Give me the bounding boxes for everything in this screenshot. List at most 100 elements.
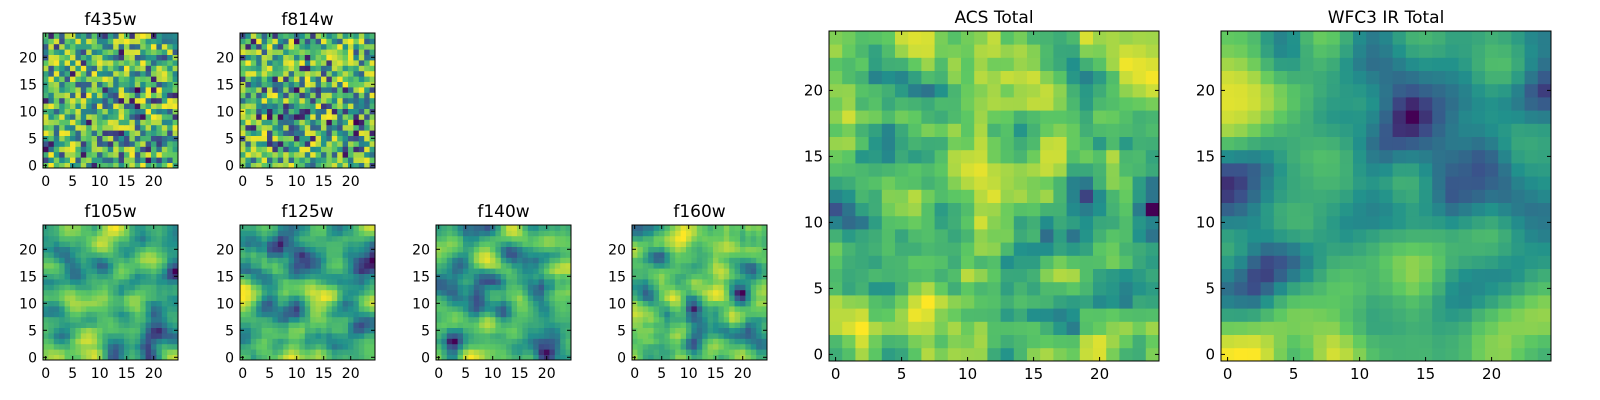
- heatmap-cell: [43, 119, 49, 126]
- heatmap-cell: [868, 97, 883, 111]
- heatmap-cell: [1419, 189, 1433, 203]
- heatmap-cell: [283, 316, 289, 323]
- heatmap-cell: [565, 311, 572, 318]
- heatmap-cell: [452, 230, 458, 237]
- heatmap-cell: [107, 49, 114, 55]
- heatmap-cell: [868, 163, 883, 177]
- heatmap-cell: [315, 70, 322, 77]
- heatmap-cell: [637, 327, 644, 334]
- heatmap-cell: [277, 306, 284, 312]
- heatmap-cell: [761, 306, 768, 312]
- heatmap-cell: [342, 54, 349, 61]
- heatmap-cell: [48, 162, 55, 169]
- heatmap-cell: [1234, 202, 1248, 217]
- heatmap-cell: [161, 130, 168, 136]
- heatmap-cell: [48, 76, 55, 82]
- heatmap-cell: [696, 235, 703, 242]
- heatmap-cell: [240, 157, 246, 163]
- heatmap-cell: [452, 295, 458, 301]
- heatmap-cell: [696, 252, 703, 258]
- heatmap-cell: [342, 230, 349, 237]
- heatmap-cell: [70, 246, 76, 253]
- heatmap-cell: [1079, 215, 1094, 230]
- heatmap-cell: [288, 338, 295, 345]
- heatmap-cell: [261, 141, 268, 147]
- heatmap-cell: [441, 273, 448, 280]
- heatmap-cell: [1093, 57, 1107, 71]
- heatmap-cell: [745, 246, 752, 253]
- heatmap-cell: [511, 289, 518, 296]
- heatmap-cell: [881, 189, 896, 203]
- heatmap-cell: [331, 151, 338, 158]
- heatmap-cell: [326, 300, 333, 307]
- heatmap-cell: [468, 225, 475, 231]
- heatmap-cell: [294, 338, 300, 345]
- heatmap-cell: [277, 60, 284, 66]
- heatmap-cell: [533, 289, 539, 296]
- heatmap-cell: [369, 279, 376, 285]
- heatmap-cell: [86, 38, 92, 45]
- heatmap-cell: [43, 241, 49, 247]
- heatmap-cell: [358, 289, 365, 296]
- heatmap-cell: [250, 49, 257, 55]
- heatmap-cell: [102, 124, 109, 131]
- heatmap-cell: [53, 262, 60, 269]
- heatmap-cell: [669, 235, 676, 242]
- heatmap-cell: [1273, 255, 1288, 269]
- heatmap-cell: [974, 110, 988, 124]
- heatmap-cell: [908, 229, 922, 243]
- heatmap-cell: [669, 252, 676, 258]
- heatmap-cell: [457, 225, 464, 231]
- heatmap-cell: [288, 76, 295, 82]
- heatmap-cell: [707, 284, 714, 291]
- heatmap-cell: [86, 306, 92, 312]
- heatmap-cell: [102, 322, 109, 328]
- heatmap-cells: [240, 33, 376, 169]
- heatmap-cell: [653, 284, 660, 291]
- heatmap-cell: [987, 57, 1001, 71]
- heatmap-cell: [107, 273, 114, 280]
- heatmap-cell: [713, 230, 719, 237]
- heatmap-cell: [756, 262, 762, 269]
- x-tick-label: 20: [342, 174, 360, 190]
- heatmap-cell: [272, 54, 279, 61]
- heatmap-cell: [348, 54, 354, 61]
- heatmap-cell: [479, 327, 485, 334]
- heatmap-cell: [337, 316, 343, 323]
- heatmap-cell: [277, 162, 284, 169]
- heatmap-cell: [842, 202, 856, 217]
- heatmap-cell: [544, 306, 550, 312]
- heatmap-cell: [299, 262, 306, 269]
- heatmap-cell: [261, 43, 268, 50]
- heatmap-cell: [348, 235, 354, 242]
- heatmap-cell: [167, 157, 173, 163]
- heatmap-cell: [1313, 229, 1327, 243]
- heatmap-cell: [659, 300, 665, 307]
- heatmap-cell: [113, 273, 119, 280]
- heatmap-cell: [358, 33, 365, 39]
- heatmap-cell: [868, 176, 883, 190]
- heatmap-cell: [151, 146, 157, 153]
- heatmap-cell: [321, 230, 327, 237]
- heatmap-cell: [908, 202, 922, 217]
- heatmap-cell: [479, 338, 485, 345]
- heatmap-cell: [134, 92, 141, 99]
- heatmap-cell: [91, 284, 98, 291]
- heatmap-cell: [118, 262, 125, 269]
- heatmap-cell: [1066, 229, 1081, 243]
- heatmap-cell: [895, 229, 909, 243]
- heatmap-cell: [680, 311, 687, 318]
- heatmap-cell: [102, 92, 109, 99]
- heatmap-cell: [369, 257, 376, 264]
- heatmap-cell: [829, 57, 843, 71]
- heatmap-cell: [1027, 295, 1041, 309]
- heatmap-cell: [1339, 215, 1354, 230]
- heatmap-cell: [1419, 268, 1433, 283]
- heatmap-cell: [86, 81, 92, 88]
- heatmap-cell: [250, 76, 257, 82]
- heatmap-cell: [331, 76, 338, 82]
- heatmap-cell: [134, 311, 141, 318]
- heatmap-cell: [1027, 97, 1041, 111]
- heatmap-cell: [250, 316, 257, 323]
- heatmap-cell: [1260, 149, 1275, 164]
